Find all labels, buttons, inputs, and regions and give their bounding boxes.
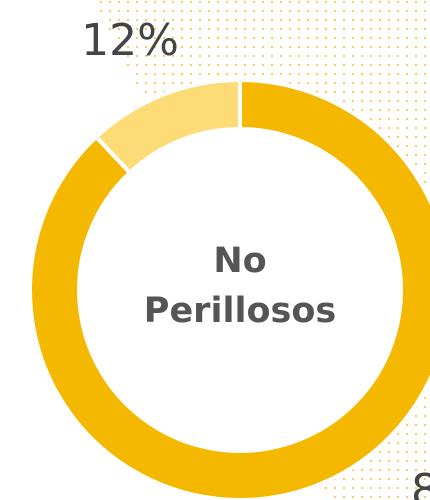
value-label: 12% (81, 15, 179, 66)
center-title: Perillosos (144, 291, 336, 331)
center-title: No (213, 241, 266, 281)
donut-hole (79, 129, 401, 451)
value-label: 88% (411, 465, 430, 500)
